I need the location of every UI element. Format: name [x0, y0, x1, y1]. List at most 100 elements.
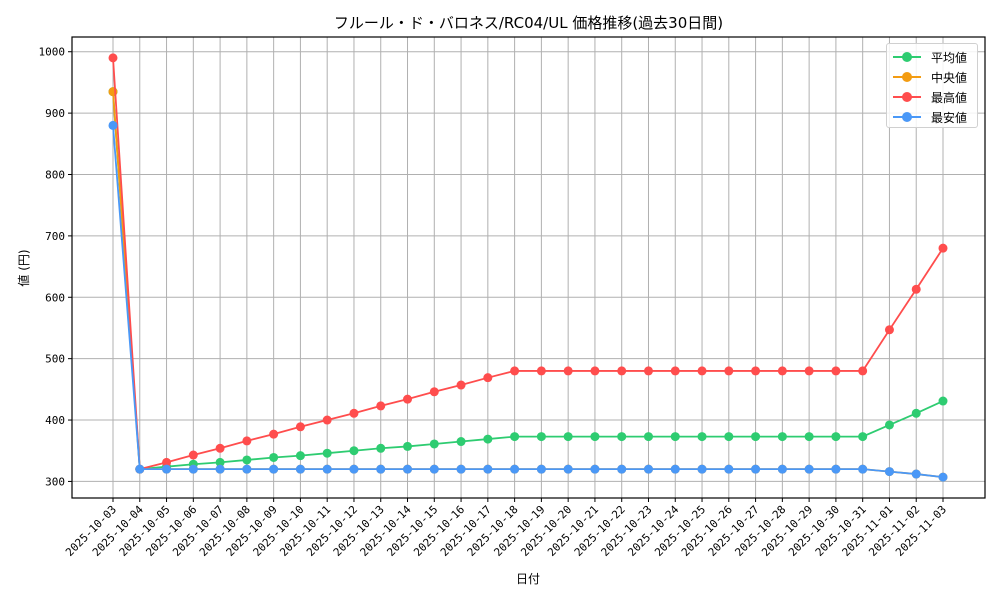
data-point-marker	[751, 432, 761, 442]
legend-marker-icon	[893, 51, 921, 63]
data-point-marker	[376, 464, 386, 474]
data-point-marker	[804, 432, 814, 442]
data-point-marker	[108, 53, 118, 63]
data-point-marker	[858, 464, 868, 474]
data-point-marker	[322, 448, 332, 458]
data-point-marker	[563, 432, 573, 442]
data-point-marker	[135, 464, 145, 474]
x-axis-label: 日付	[516, 572, 540, 586]
series-中央値	[108, 87, 948, 482]
data-point-marker	[242, 464, 252, 474]
data-point-marker	[295, 422, 305, 432]
data-point-marker	[215, 457, 225, 467]
data-point-marker	[510, 432, 520, 442]
legend-item-median: 中央値	[893, 67, 977, 87]
data-point-marker	[242, 436, 252, 446]
data-point-marker	[643, 432, 653, 442]
data-point-marker	[510, 464, 520, 474]
data-point-marker	[670, 464, 680, 474]
x-axis-ticks: 2025-10-032025-10-042025-10-052025-10-06…	[63, 498, 949, 559]
data-point-marker	[617, 432, 627, 442]
data-point-marker	[751, 464, 761, 474]
legend-label: 平均値	[931, 50, 968, 65]
data-point-marker	[643, 464, 653, 474]
y-tick-label: 900	[45, 107, 65, 120]
data-point-marker	[269, 452, 279, 462]
legend-label: 最安値	[931, 110, 968, 125]
data-point-marker	[269, 464, 279, 474]
data-point-marker	[536, 464, 546, 474]
data-point-marker	[858, 432, 868, 442]
y-tick-label: 700	[45, 230, 65, 243]
data-point-marker	[590, 464, 600, 474]
data-point-marker	[697, 366, 707, 376]
data-point-marker	[563, 464, 573, 474]
legend-item-min: 最安値	[893, 107, 977, 127]
data-point-marker	[670, 432, 680, 442]
data-point-marker	[162, 457, 172, 467]
data-point-marker	[831, 432, 841, 442]
data-point-marker	[483, 373, 493, 383]
data-point-marker	[831, 464, 841, 474]
data-point-marker	[884, 467, 894, 477]
data-point-marker	[215, 464, 225, 474]
data-point-marker	[751, 366, 761, 376]
data-point-marker	[108, 120, 118, 130]
data-point-marker	[242, 455, 252, 465]
data-point-marker	[215, 443, 225, 453]
data-point-marker	[349, 464, 359, 474]
legend-marker-icon	[893, 71, 921, 83]
data-point-marker	[349, 408, 359, 418]
y-axis-ticks: 300 400 500 600 700 800 900 1000	[39, 46, 72, 488]
data-point-marker	[777, 432, 787, 442]
y-tick-label: 600	[45, 291, 65, 304]
legend-item-average: 平均値	[893, 47, 977, 67]
data-point-marker	[536, 366, 546, 376]
series-最安値	[108, 120, 948, 482]
data-point-marker	[617, 366, 627, 376]
data-point-marker	[590, 432, 600, 442]
y-tick-label: 400	[45, 414, 65, 427]
data-point-marker	[456, 464, 466, 474]
data-point-marker	[697, 464, 707, 474]
data-point-marker	[911, 469, 921, 479]
data-point-marker	[322, 415, 332, 425]
data-point-marker	[777, 366, 787, 376]
data-point-marker	[938, 472, 948, 482]
data-point-marker	[590, 366, 600, 376]
data-point-marker	[188, 450, 198, 460]
legend-marker-icon	[893, 91, 921, 103]
data-point-marker	[697, 432, 707, 442]
data-point-marker	[376, 443, 386, 453]
data-point-marker	[724, 432, 734, 442]
data-point-marker	[724, 366, 734, 376]
data-point-marker	[617, 464, 627, 474]
legend-label: 中央値	[931, 70, 968, 85]
data-point-marker	[938, 243, 948, 253]
data-point-marker	[804, 464, 814, 474]
data-point-marker	[456, 380, 466, 390]
data-point-marker	[804, 366, 814, 376]
series-平均値	[108, 87, 948, 474]
data-point-marker	[269, 429, 279, 439]
legend-label: 最高値	[931, 90, 968, 105]
series-lines	[108, 53, 948, 482]
data-point-marker	[295, 464, 305, 474]
data-point-marker	[911, 284, 921, 294]
data-point-marker	[938, 396, 948, 406]
data-point-marker	[403, 464, 413, 474]
data-point-marker	[884, 420, 894, 430]
data-point-marker	[884, 325, 894, 335]
y-axis-label: 値 (円)	[16, 249, 31, 286]
data-point-marker	[403, 394, 413, 404]
data-point-marker	[429, 439, 439, 449]
data-point-marker	[483, 434, 493, 444]
data-point-marker	[376, 401, 386, 411]
legend: 平均値 中央値 最高値 最安値	[886, 43, 978, 128]
data-point-marker	[429, 464, 439, 474]
data-point-marker	[724, 464, 734, 474]
data-point-marker	[831, 366, 841, 376]
data-point-marker	[858, 366, 868, 376]
data-point-marker	[643, 366, 653, 376]
